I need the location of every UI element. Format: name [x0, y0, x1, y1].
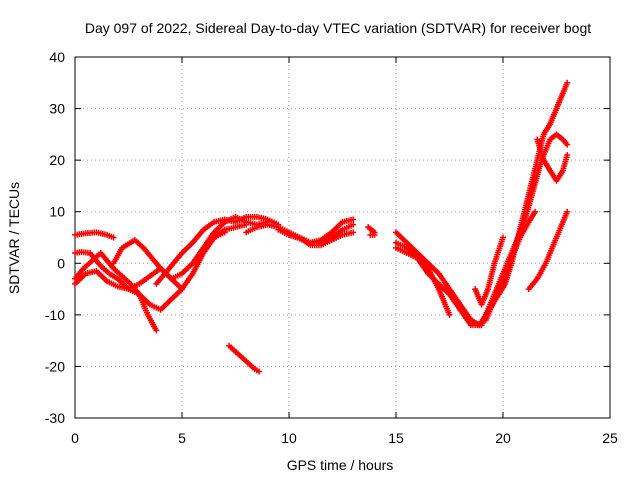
series-track-r	[476, 79, 571, 329]
series-track-l	[367, 231, 378, 238]
data-point	[256, 368, 263, 375]
axis-ticks	[74, 56, 611, 419]
series-track-g	[211, 221, 250, 241]
data-series	[72, 79, 571, 375]
data-point	[153, 327, 160, 334]
data-point	[446, 311, 453, 318]
x-tick-label: 5	[178, 430, 186, 446]
series-track-m	[226, 342, 263, 375]
y-tick-label: -20	[45, 358, 65, 374]
series-track-d	[72, 229, 228, 313]
y-tick-label: 10	[49, 204, 65, 220]
series-track-a	[72, 229, 117, 241]
data-point	[371, 231, 378, 238]
series-track-q	[472, 234, 506, 308]
y-axis-label: SDTVAR / TECUs	[6, 182, 22, 294]
series-track-v	[525, 208, 571, 293]
series-track-n	[393, 229, 483, 329]
series-track-b	[72, 249, 160, 334]
series-track-p	[393, 244, 481, 329]
series-track-k	[365, 224, 378, 236]
series-track-j	[286, 229, 357, 249]
y-tick-label: 30	[49, 101, 65, 117]
x-tick-label: 20	[495, 430, 511, 446]
data-point	[500, 234, 506, 241]
data-point	[350, 229, 357, 236]
data-point	[564, 151, 571, 158]
tick-labels: 0 5 10 15 20 25 -30 -20 -10 0 10 20 30 40	[45, 49, 618, 446]
data-point	[564, 208, 571, 215]
x-tick-label: 0	[71, 430, 79, 446]
y-tick-label: 40	[49, 49, 65, 65]
y-tick-label: -30	[45, 410, 65, 426]
series-track-u	[534, 136, 571, 184]
data-point	[350, 216, 357, 223]
y-tick-label: -10	[45, 307, 65, 323]
series-track-f	[153, 213, 282, 287]
data-point	[243, 221, 250, 228]
y-tick-label: 0	[57, 255, 65, 271]
x-tick-label: 15	[388, 430, 404, 446]
x-tick-label: 10	[281, 430, 297, 446]
data-point	[564, 141, 571, 148]
data-point	[350, 221, 357, 228]
y-tick-label: 20	[49, 152, 65, 168]
chart-title: Day 097 of 2022, Sidereal Day-to-day VTE…	[85, 20, 591, 36]
x-tick-label: 25	[602, 430, 618, 446]
data-point	[110, 234, 117, 241]
x-axis-label: GPS time / hours	[287, 457, 394, 473]
series-track-t	[482, 208, 539, 324]
data-point	[564, 79, 571, 86]
data-point	[532, 208, 539, 215]
